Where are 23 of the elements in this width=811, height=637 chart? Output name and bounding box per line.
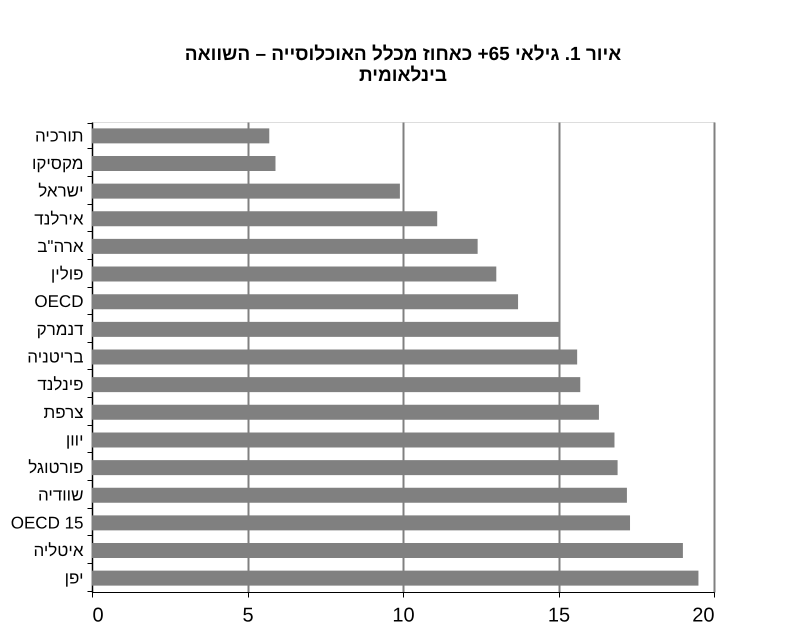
y-tick-label: ישראל [38,182,84,201]
x-tick-label: 20 [692,604,714,626]
y-tick-label: יפן [64,568,84,588]
y-tick-label: יוון [66,430,84,450]
y-tick-label: אירלנד [34,209,84,228]
y-tick-label: בריטניה [27,348,84,366]
y-tick-label: תורכיה [34,126,84,146]
x-tick-label: 0 [92,604,104,626]
x-tick-label: 5 [242,604,254,626]
y-tick-label: OECD 15 [10,513,84,532]
y-tick-label: פורטוגל [28,458,84,478]
y-tick-label: איטליה [33,541,84,560]
x-tick-label: 10 [392,604,415,626]
x-tick-label: 15 [548,604,570,626]
y-tick-label: צרפת [44,402,84,422]
y-tick-label: פולין [50,264,84,284]
y-tick-label: דנמרק [36,320,84,339]
chart-title: איור 1. גילאי 65+ כאחוז מכלל האוכלוסייה – השוואה בינלאומית [184,44,622,86]
y-tick-label: שוודיה [38,486,84,505]
y-tick-label: פינלנד [37,375,84,394]
y-tick-label: ארה"ב [37,236,84,256]
y-tick-label: OECD [34,292,84,312]
y-tick-label: מקסיקו [32,154,84,173]
